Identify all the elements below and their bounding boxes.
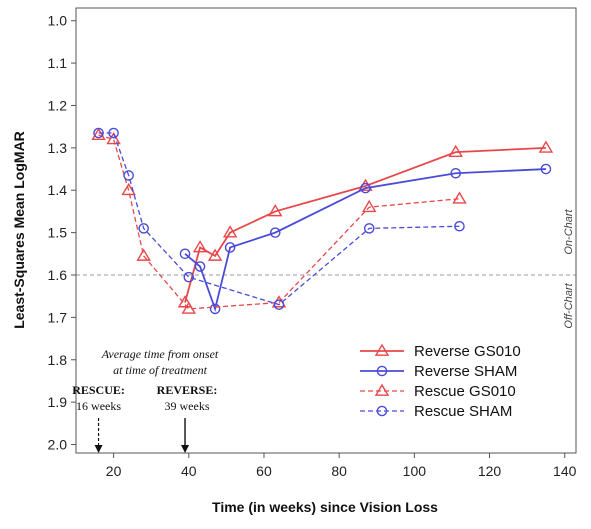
circle-marker — [224, 242, 236, 253]
annotation-header-line2: at time of treatment — [113, 363, 208, 377]
series-reverse-sham — [179, 163, 552, 315]
rescue-value: 16 weeks — [76, 399, 121, 413]
triangle-marker — [121, 182, 136, 196]
legend-label: Reverse SHAM — [414, 363, 517, 380]
reverse-value: 39 weeks — [165, 399, 210, 413]
x-tick-label: 40 — [181, 463, 197, 479]
series-reverse-gs010 — [177, 140, 554, 308]
y-axis-ticks: 1.0 1.1 1.2 1.3 1.4 1.5 1.6 1.7 1.8 1.9 2.0 — [48, 13, 76, 453]
triangle-marker — [222, 225, 238, 238]
x-tick-label: 140 — [553, 463, 577, 479]
triangle-marker — [181, 301, 197, 314]
circle-marker — [123, 170, 134, 181]
on-chart-label: On-Chart — [563, 208, 575, 254]
triangle-marker — [374, 383, 390, 396]
y-tick-label: 2.0 — [48, 437, 68, 453]
circle-marker — [376, 365, 388, 377]
triangle-marker — [106, 132, 121, 145]
legend-item: Rescue GS010 — [360, 383, 516, 400]
annotation-header-line1: Average time from onset — [101, 347, 219, 361]
y-tick-label: 1.7 — [48, 309, 68, 325]
circle-marker — [360, 182, 371, 194]
triangle-marker — [538, 140, 554, 153]
reverse-label: REVERSE: — [157, 383, 218, 397]
series-line — [184, 146, 546, 303]
circle-marker — [108, 127, 119, 139]
triangle-marker — [136, 248, 151, 261]
legend-label: Reverse GS010 — [414, 343, 521, 360]
y-tick-label: 1.4 — [48, 182, 68, 198]
triangle-marker — [91, 127, 106, 141]
legend: Reverse GS010 Reverse SHAM Rescue GS010 Res… — [360, 343, 521, 420]
circle-marker — [273, 299, 285, 310]
legend-label: Rescue GS010 — [414, 383, 516, 400]
circle-marker — [454, 220, 465, 232]
series-rescue-gs010 — [91, 127, 467, 314]
y-axis-title: Least-Squares Mean LogMAR — [11, 131, 27, 329]
circle-marker — [363, 223, 375, 234]
x-tick-label: 80 — [331, 463, 347, 479]
circle-marker — [269, 227, 281, 238]
legend-item: Reverse GS010 — [360, 343, 521, 360]
y-tick-label: 1.9 — [48, 394, 68, 410]
legend-item: Rescue SHAM — [360, 403, 512, 420]
plot-frame — [75, 7, 577, 454]
circle-marker — [450, 167, 461, 179]
circle-marker — [183, 271, 195, 283]
circle-marker — [376, 405, 388, 417]
y-tick-label: 1.5 — [48, 225, 68, 241]
series-line — [98, 134, 460, 310]
rescue-arrowhead — [94, 445, 103, 453]
triangle-marker — [448, 144, 463, 157]
series-line — [184, 168, 546, 313]
x-axis-ticks: 20 40 60 80 100 120 140 — [106, 453, 577, 479]
triangle-marker — [374, 343, 390, 356]
x-tick-label: 100 — [403, 463, 427, 479]
triangle-marker — [362, 199, 377, 213]
circle-marker — [179, 248, 191, 260]
legend-label: Rescue SHAM — [414, 403, 512, 420]
y-tick-label: 1.2 — [48, 97, 68, 113]
triangle-marker — [268, 204, 283, 217]
series-layer — [91, 127, 554, 315]
rescue-label: RESCUE: — [72, 383, 125, 397]
circle-marker — [138, 223, 149, 234]
x-tick-label: 60 — [256, 463, 272, 479]
triangle-marker — [192, 240, 208, 253]
y-tick-label: 1.6 — [48, 267, 68, 283]
y-tick-label: 1.0 — [48, 13, 68, 29]
circle-marker — [540, 163, 552, 175]
x-tick-label: 20 — [106, 463, 122, 479]
circle-marker — [194, 261, 206, 272]
y-tick-label: 1.3 — [48, 140, 68, 156]
annotations: Average time from onset at time of treat… — [72, 347, 219, 453]
legend-item: Reverse SHAM — [360, 363, 517, 380]
x-tick-label: 120 — [478, 463, 502, 479]
series-line — [98, 132, 460, 306]
circle-marker — [209, 303, 221, 315]
circle-marker — [93, 127, 104, 139]
triangle-marker — [452, 191, 467, 204]
series-rescue-sham — [93, 127, 465, 310]
y-tick-label: 1.1 — [48, 55, 68, 71]
triangle-marker — [207, 248, 223, 261]
axes — [75, 7, 577, 454]
reverse-arrowhead — [181, 445, 190, 453]
off-chart-label: Off-Chart — [563, 282, 575, 328]
x-axis-title: Time (in weeks) since Vision Loss — [212, 499, 438, 515]
y-tick-label: 1.8 — [48, 352, 68, 368]
